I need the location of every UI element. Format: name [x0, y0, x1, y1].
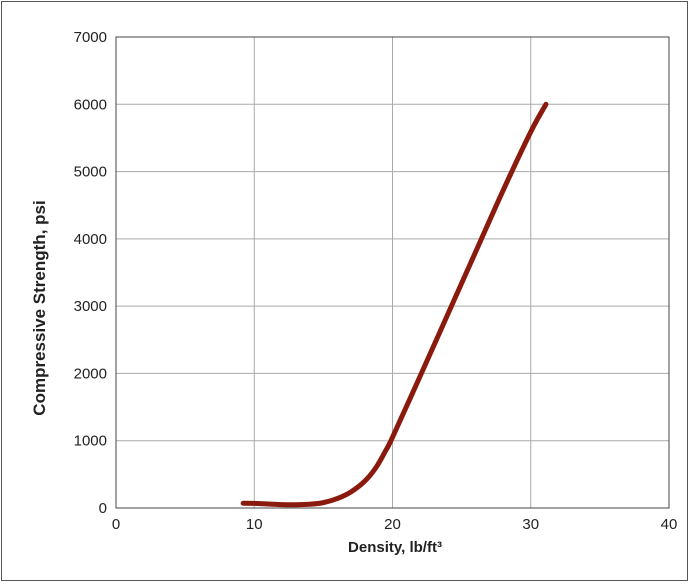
x-tick-label: 10	[246, 516, 263, 533]
series-line	[240, 101, 549, 508]
y-axis: 0 1000 2000 3000 4000 5000 6000 7000	[74, 29, 107, 517]
x-tick-label: 20	[384, 516, 401, 533]
y-tick-label: 3000	[74, 298, 107, 315]
plot-area	[115, 36, 670, 509]
y-tick-label: 6000	[74, 96, 107, 113]
y-tick-label: 0	[99, 500, 107, 517]
y-axis-title: Compressive Strength, psi	[30, 200, 49, 415]
x-axis: 0 10 20 30 40	[112, 516, 678, 533]
x-tick-label: 0	[112, 516, 120, 533]
series-group	[240, 101, 549, 508]
y-tick-label: 7000	[74, 29, 107, 46]
x-tick-label: 40	[661, 516, 678, 533]
x-axis-title: Density, lb/ft³	[348, 539, 442, 556]
y-tick-label: 5000	[74, 164, 107, 181]
y-tick-label: 4000	[74, 231, 107, 248]
grid	[116, 37, 669, 508]
y-tick-label: 2000	[74, 365, 107, 382]
y-tick-label: 1000	[74, 433, 107, 450]
x-tick-label: 30	[522, 516, 539, 533]
